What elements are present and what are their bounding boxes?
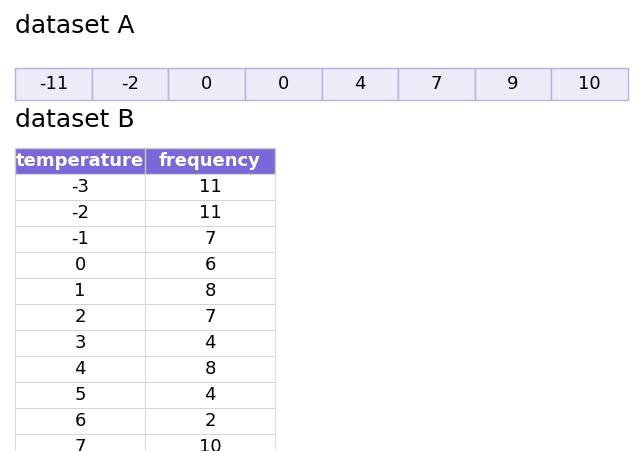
Bar: [15, 148, 145, 174]
Text: 4: 4: [354, 75, 365, 93]
Text: 3: 3: [74, 334, 86, 352]
Bar: [15, 278, 145, 304]
Bar: [145, 382, 275, 408]
Bar: [15, 330, 145, 356]
Bar: [15, 174, 145, 200]
Text: 2: 2: [204, 412, 216, 430]
Bar: [398, 68, 475, 100]
Text: -2: -2: [121, 75, 139, 93]
Text: temperature: temperature: [16, 152, 144, 170]
Bar: [145, 356, 275, 382]
Text: 7: 7: [431, 75, 442, 93]
Text: 7: 7: [74, 438, 86, 451]
Text: 2: 2: [74, 308, 86, 326]
Text: 1: 1: [74, 282, 86, 300]
Text: 4: 4: [204, 334, 216, 352]
Bar: [145, 226, 275, 252]
Bar: [15, 226, 145, 252]
Text: -3: -3: [71, 178, 89, 196]
Text: dataset A: dataset A: [15, 14, 134, 38]
Bar: [92, 68, 168, 100]
Bar: [145, 174, 275, 200]
Text: 0: 0: [278, 75, 289, 93]
Text: frequency: frequency: [159, 152, 261, 170]
Bar: [245, 68, 321, 100]
Text: -2: -2: [71, 204, 89, 222]
Bar: [321, 68, 398, 100]
Bar: [15, 356, 145, 382]
Text: 9: 9: [508, 75, 519, 93]
Bar: [15, 408, 145, 434]
Text: 11: 11: [198, 178, 221, 196]
Bar: [145, 304, 275, 330]
Text: 10: 10: [198, 438, 221, 451]
Text: -11: -11: [38, 75, 68, 93]
Bar: [552, 68, 628, 100]
Bar: [15, 148, 275, 174]
Text: 8: 8: [204, 360, 216, 378]
Text: 7: 7: [204, 308, 216, 326]
Bar: [145, 200, 275, 226]
Bar: [15, 68, 92, 100]
Text: 0: 0: [201, 75, 212, 93]
Text: 5: 5: [74, 386, 86, 404]
Text: 7: 7: [204, 230, 216, 248]
Bar: [15, 382, 145, 408]
Text: 6: 6: [204, 256, 216, 274]
Bar: [145, 330, 275, 356]
Bar: [15, 200, 145, 226]
Bar: [145, 148, 275, 174]
Text: -1: -1: [71, 230, 89, 248]
Bar: [145, 278, 275, 304]
Bar: [145, 408, 275, 434]
Bar: [145, 252, 275, 278]
Text: 4: 4: [74, 360, 86, 378]
Bar: [145, 434, 275, 451]
Text: 6: 6: [74, 412, 86, 430]
Text: 4: 4: [204, 386, 216, 404]
Text: 0: 0: [74, 256, 86, 274]
Bar: [475, 68, 552, 100]
Text: 10: 10: [579, 75, 601, 93]
Bar: [15, 304, 145, 330]
Bar: [15, 252, 145, 278]
Text: 8: 8: [204, 282, 216, 300]
Bar: [15, 434, 145, 451]
Text: 11: 11: [198, 204, 221, 222]
Text: dataset B: dataset B: [15, 108, 134, 132]
Bar: [168, 68, 245, 100]
